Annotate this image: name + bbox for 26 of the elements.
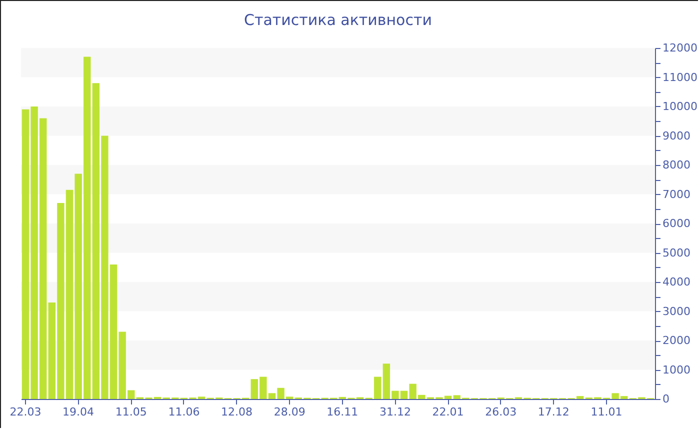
- chart-title: Статистика активности: [244, 11, 432, 29]
- y-tick-label: 3000: [662, 304, 690, 318]
- y-tick-label: 2000: [662, 334, 690, 347]
- y-tick-label: 1000: [662, 363, 690, 376]
- y-tick-label: 10000: [662, 100, 698, 113]
- x-tick-label: 11.06: [168, 406, 200, 418]
- y-tick-label: 8000: [662, 158, 690, 172]
- y-tick-label: 6000: [662, 217, 690, 230]
- y-tick-label: 4000: [662, 276, 690, 288]
- x-tick-label: 11.01: [590, 406, 622, 418]
- x-tick-label: 28.09: [274, 406, 306, 418]
- x-tick-label: 26.03: [485, 406, 517, 418]
- x-tick-label: 17.12: [538, 406, 570, 418]
- x-tick-label: 22.01: [432, 406, 464, 418]
- x-tick-label: 16.11: [326, 406, 358, 418]
- y-tick-label: 9000: [662, 129, 690, 142]
- x-tick-label: 12.08: [221, 406, 253, 418]
- y-tick-label: 12000: [662, 42, 698, 54]
- x-tick-label: 22.03: [10, 406, 42, 418]
- y-tick-label: 7000: [662, 188, 690, 201]
- y-tick-label: 11000: [662, 70, 698, 84]
- y-tick-label: 0: [662, 392, 670, 406]
- x-tick-label: 19.04: [62, 406, 94, 418]
- x-tick-label: 11.05: [115, 406, 147, 418]
- y-tick-label: 5000: [662, 246, 690, 260]
- x-tick-label: 31.12: [379, 406, 411, 418]
